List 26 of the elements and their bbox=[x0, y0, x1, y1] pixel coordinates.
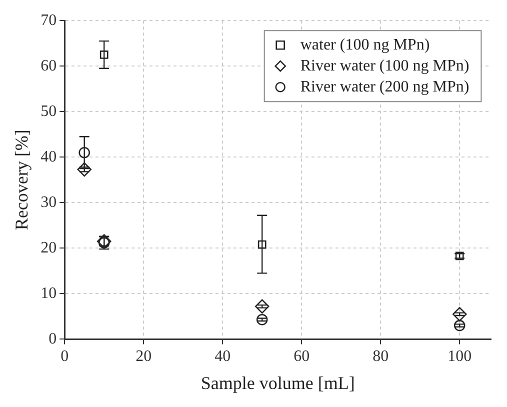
point bbox=[256, 314, 268, 326]
x-tick-label: 80 bbox=[372, 348, 389, 366]
legend-label: River water (200 ng MPn) bbox=[300, 78, 470, 96]
point bbox=[452, 307, 467, 322]
x-tick-label: 60 bbox=[294, 348, 310, 366]
y-tick-label: 0 bbox=[48, 330, 57, 348]
x-axis-title: Sample volume [mL] bbox=[200, 372, 355, 393]
y-tick-label: 20 bbox=[40, 239, 57, 256]
legend-label: River water (100 ng MPn) bbox=[300, 57, 470, 74]
x-tick-label: 100 bbox=[448, 348, 472, 366]
point bbox=[454, 320, 466, 332]
point bbox=[258, 240, 266, 249]
legend-label: water (100 ng MPn) bbox=[300, 36, 430, 54]
y-axis-title: Recovery [%] bbox=[12, 130, 32, 230]
y-tick-label: 40 bbox=[40, 148, 57, 166]
x-tick-label: 0 bbox=[60, 348, 69, 366]
x-tick-label: 20 bbox=[136, 348, 152, 366]
point bbox=[78, 146, 90, 158]
y-tick-label: 50 bbox=[40, 102, 57, 120]
y-tick-label: 30 bbox=[40, 194, 57, 211]
point bbox=[100, 50, 108, 59]
point bbox=[254, 299, 270, 314]
y-tick-label: 10 bbox=[40, 284, 57, 302]
y-tick-label: 70 bbox=[40, 12, 57, 29]
y-tick-label: 60 bbox=[40, 57, 57, 74]
x-tick-label: 40 bbox=[214, 348, 231, 366]
